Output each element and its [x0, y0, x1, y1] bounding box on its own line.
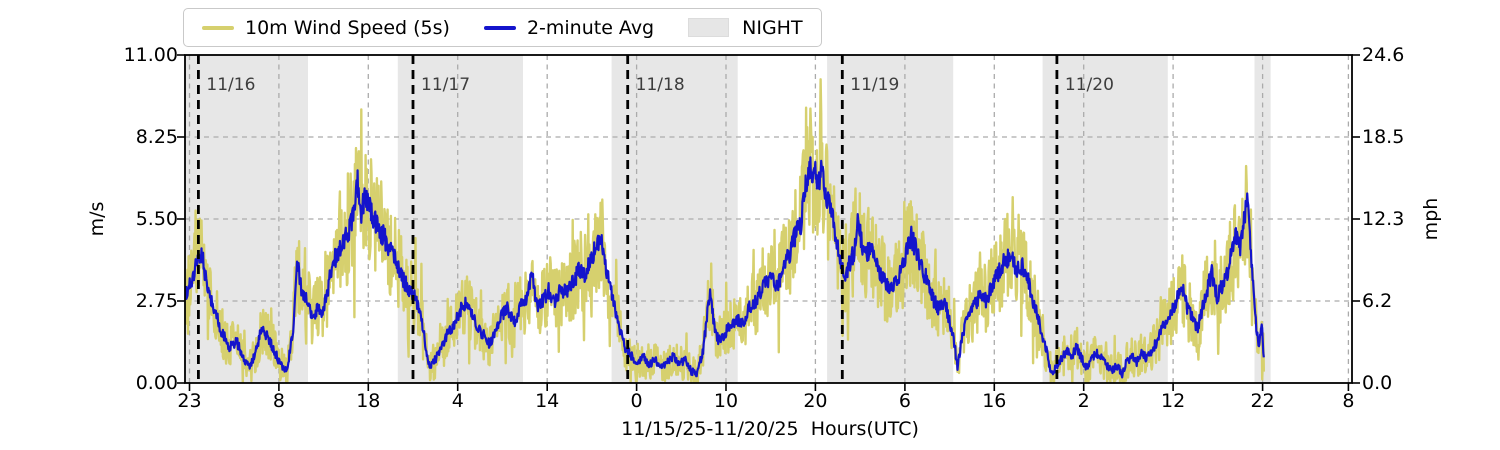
day-label: 11/19: [850, 75, 900, 95]
legend-label-wind5s: 10m Wind Speed (5s): [245, 16, 450, 39]
legend-line-avg-icon: [483, 25, 516, 30]
day-label: 11/18: [635, 75, 685, 95]
legend-label-avg: 2-minute Avg: [526, 16, 655, 39]
x-tick-label: 18: [356, 390, 381, 412]
y-tick-label-left: 0.00: [135, 372, 178, 394]
x-tick-label: 16: [982, 390, 1007, 412]
x-tick-label: 12: [1161, 390, 1186, 412]
day-label: 11/17: [421, 75, 471, 95]
legend-patch-night-icon: [688, 18, 730, 37]
avg-2min-line: [184, 156, 1265, 379]
x-tick-label: 23: [177, 390, 202, 412]
y-axis-label-right: mph: [1420, 197, 1442, 241]
day-label: 11/20: [1064, 75, 1114, 95]
x-tick-label: 22: [1250, 390, 1275, 412]
y-tick-label-right: 0.0: [1362, 372, 1393, 394]
y-tick-label-right: 6.2: [1362, 290, 1393, 312]
y-tick-label-right: 18.5: [1362, 126, 1405, 148]
x-tick-label: 0: [630, 390, 643, 412]
x-axis-label: 11/15/25-11/20/25 Hours(UTC): [621, 418, 919, 440]
x-tick-label: 6: [898, 390, 911, 412]
y-tick-label-left: 2.75: [135, 290, 178, 312]
x-tick-label: 14: [535, 390, 560, 412]
x-tick-label: 2: [1077, 390, 1090, 412]
legend-line-wind5s-icon: [202, 25, 234, 30]
x-tick-label: 8: [1342, 390, 1355, 412]
y-tick-label-right: 12.3: [1362, 208, 1405, 230]
x-tick-label: 4: [451, 390, 464, 412]
y-tick-label-left: 11.00: [123, 44, 178, 66]
wind-5s-line: [184, 78, 1265, 384]
y-tick-label-left: 8.25: [135, 126, 178, 148]
legend-label-night: NIGHT: [742, 16, 803, 39]
x-tick-label: 8: [272, 390, 285, 412]
x-tick-label: 20: [803, 390, 828, 412]
day-label: 11/16: [206, 75, 256, 95]
y-tick-label-left: 5.50: [135, 208, 178, 230]
legend: 10m Wind Speed (5s) 2-minute Avg NIGHT: [183, 8, 822, 47]
y-tick-label-right: 24.6: [1362, 44, 1405, 66]
x-tick-label: 10: [713, 390, 739, 412]
